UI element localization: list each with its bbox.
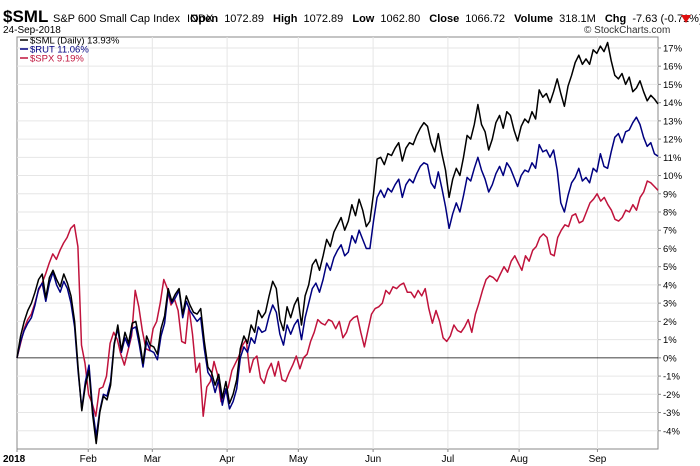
y-axis: -4% -3% -2% -1% 0% 1% 2% 3% 4% 5% 6% 7% 8% 9% 10% 11% 12…: [658, 43, 683, 437]
chg-label: Chg: [605, 13, 626, 25]
open-label: Open: [190, 13, 218, 25]
index-name: S&P 600 Small Cap Index INDX: [53, 13, 214, 25]
y-tick-label: -4%: [663, 426, 680, 437]
legend-label-sml: $SML (Daily) 13.93%: [30, 36, 120, 47]
close-value: 1066.72: [465, 13, 505, 25]
x-tick-label: Jul: [441, 454, 454, 465]
high-value: 1072.89: [304, 13, 344, 25]
index-name-text: S&P 600 Small Cap Index: [53, 13, 180, 25]
y-tick-label: 17%: [663, 43, 683, 54]
y-tick-label: 9%: [663, 189, 677, 200]
low-label: Low: [352, 13, 374, 25]
series-group: [16, 41, 659, 445]
x-tick-label: 2018: [3, 454, 26, 465]
chg-value: -7.63 (-0.71%): [632, 13, 700, 25]
y-tick-label: 0%: [663, 353, 677, 364]
y-tick-label: 4%: [663, 280, 677, 291]
legend: $SML (Daily) 13.93%$RUT 11.06%$SPX 9.19%: [20, 36, 120, 65]
stockcharts-credit: © StockCharts.com: [584, 25, 670, 36]
y-tick-label: -3%: [663, 408, 680, 419]
y-tick-label: 7%: [663, 226, 677, 237]
legend-label-rut: $RUT 11.06%: [30, 45, 89, 56]
grid: [17, 37, 658, 449]
chart-symbol: $SML: [3, 7, 48, 26]
y-tick-label: -1%: [663, 372, 680, 383]
y-tick-label: 3%: [663, 299, 677, 310]
low-value: 1062.80: [380, 13, 420, 25]
plot-area: [16, 36, 659, 450]
y-tick-label: 16%: [663, 62, 683, 73]
y-tick-label: 14%: [663, 98, 683, 109]
series-line-spx: [16, 180, 659, 417]
x-axis: 2018 Feb Mar Apr May Jun Jul Aug Sep: [3, 449, 607, 465]
series-line-rut: [16, 116, 659, 437]
open-value: 1072.89: [224, 13, 264, 25]
x-tick-label: May: [289, 454, 308, 465]
exchange-label: INDX: [187, 13, 214, 25]
y-tick-label: 2%: [663, 317, 677, 328]
x-tick-label: Apr: [219, 454, 235, 465]
y-tick-label: 1%: [663, 335, 677, 346]
y-tick-label: 5%: [663, 262, 677, 273]
plot-frame: [16, 36, 659, 450]
ohlc-summary: Open 1072.89 High 1072.89 Low 1062.80 Cl…: [190, 13, 700, 25]
close-label: Close: [429, 13, 459, 25]
volume-label: Volume: [514, 13, 553, 25]
chart-date: 24-Sep-2018: [3, 25, 61, 36]
y-tick-label: 12%: [663, 135, 683, 146]
series-line-sml: [16, 41, 659, 445]
down-triangle-icon: [681, 15, 691, 23]
x-tick-label: Sep: [589, 454, 607, 465]
y-tick-label: 11%: [663, 153, 682, 164]
legend-label-spx: $SPX 9.19%: [30, 54, 84, 65]
y-tick-label: 13%: [663, 116, 683, 127]
y-tick-label: 8%: [663, 208, 677, 219]
y-tick-label: 10%: [663, 171, 683, 182]
volume-value: 318.1M: [559, 13, 596, 25]
high-label: High: [273, 13, 298, 25]
y-tick-label: 15%: [663, 80, 683, 91]
x-tick-label: Mar: [144, 454, 162, 465]
x-tick-label: Jun: [365, 454, 381, 465]
y-tick-label: 6%: [663, 244, 677, 255]
y-tick-label: -2%: [663, 390, 680, 401]
x-tick-label: Aug: [510, 454, 528, 465]
x-tick-label: Feb: [80, 454, 98, 465]
